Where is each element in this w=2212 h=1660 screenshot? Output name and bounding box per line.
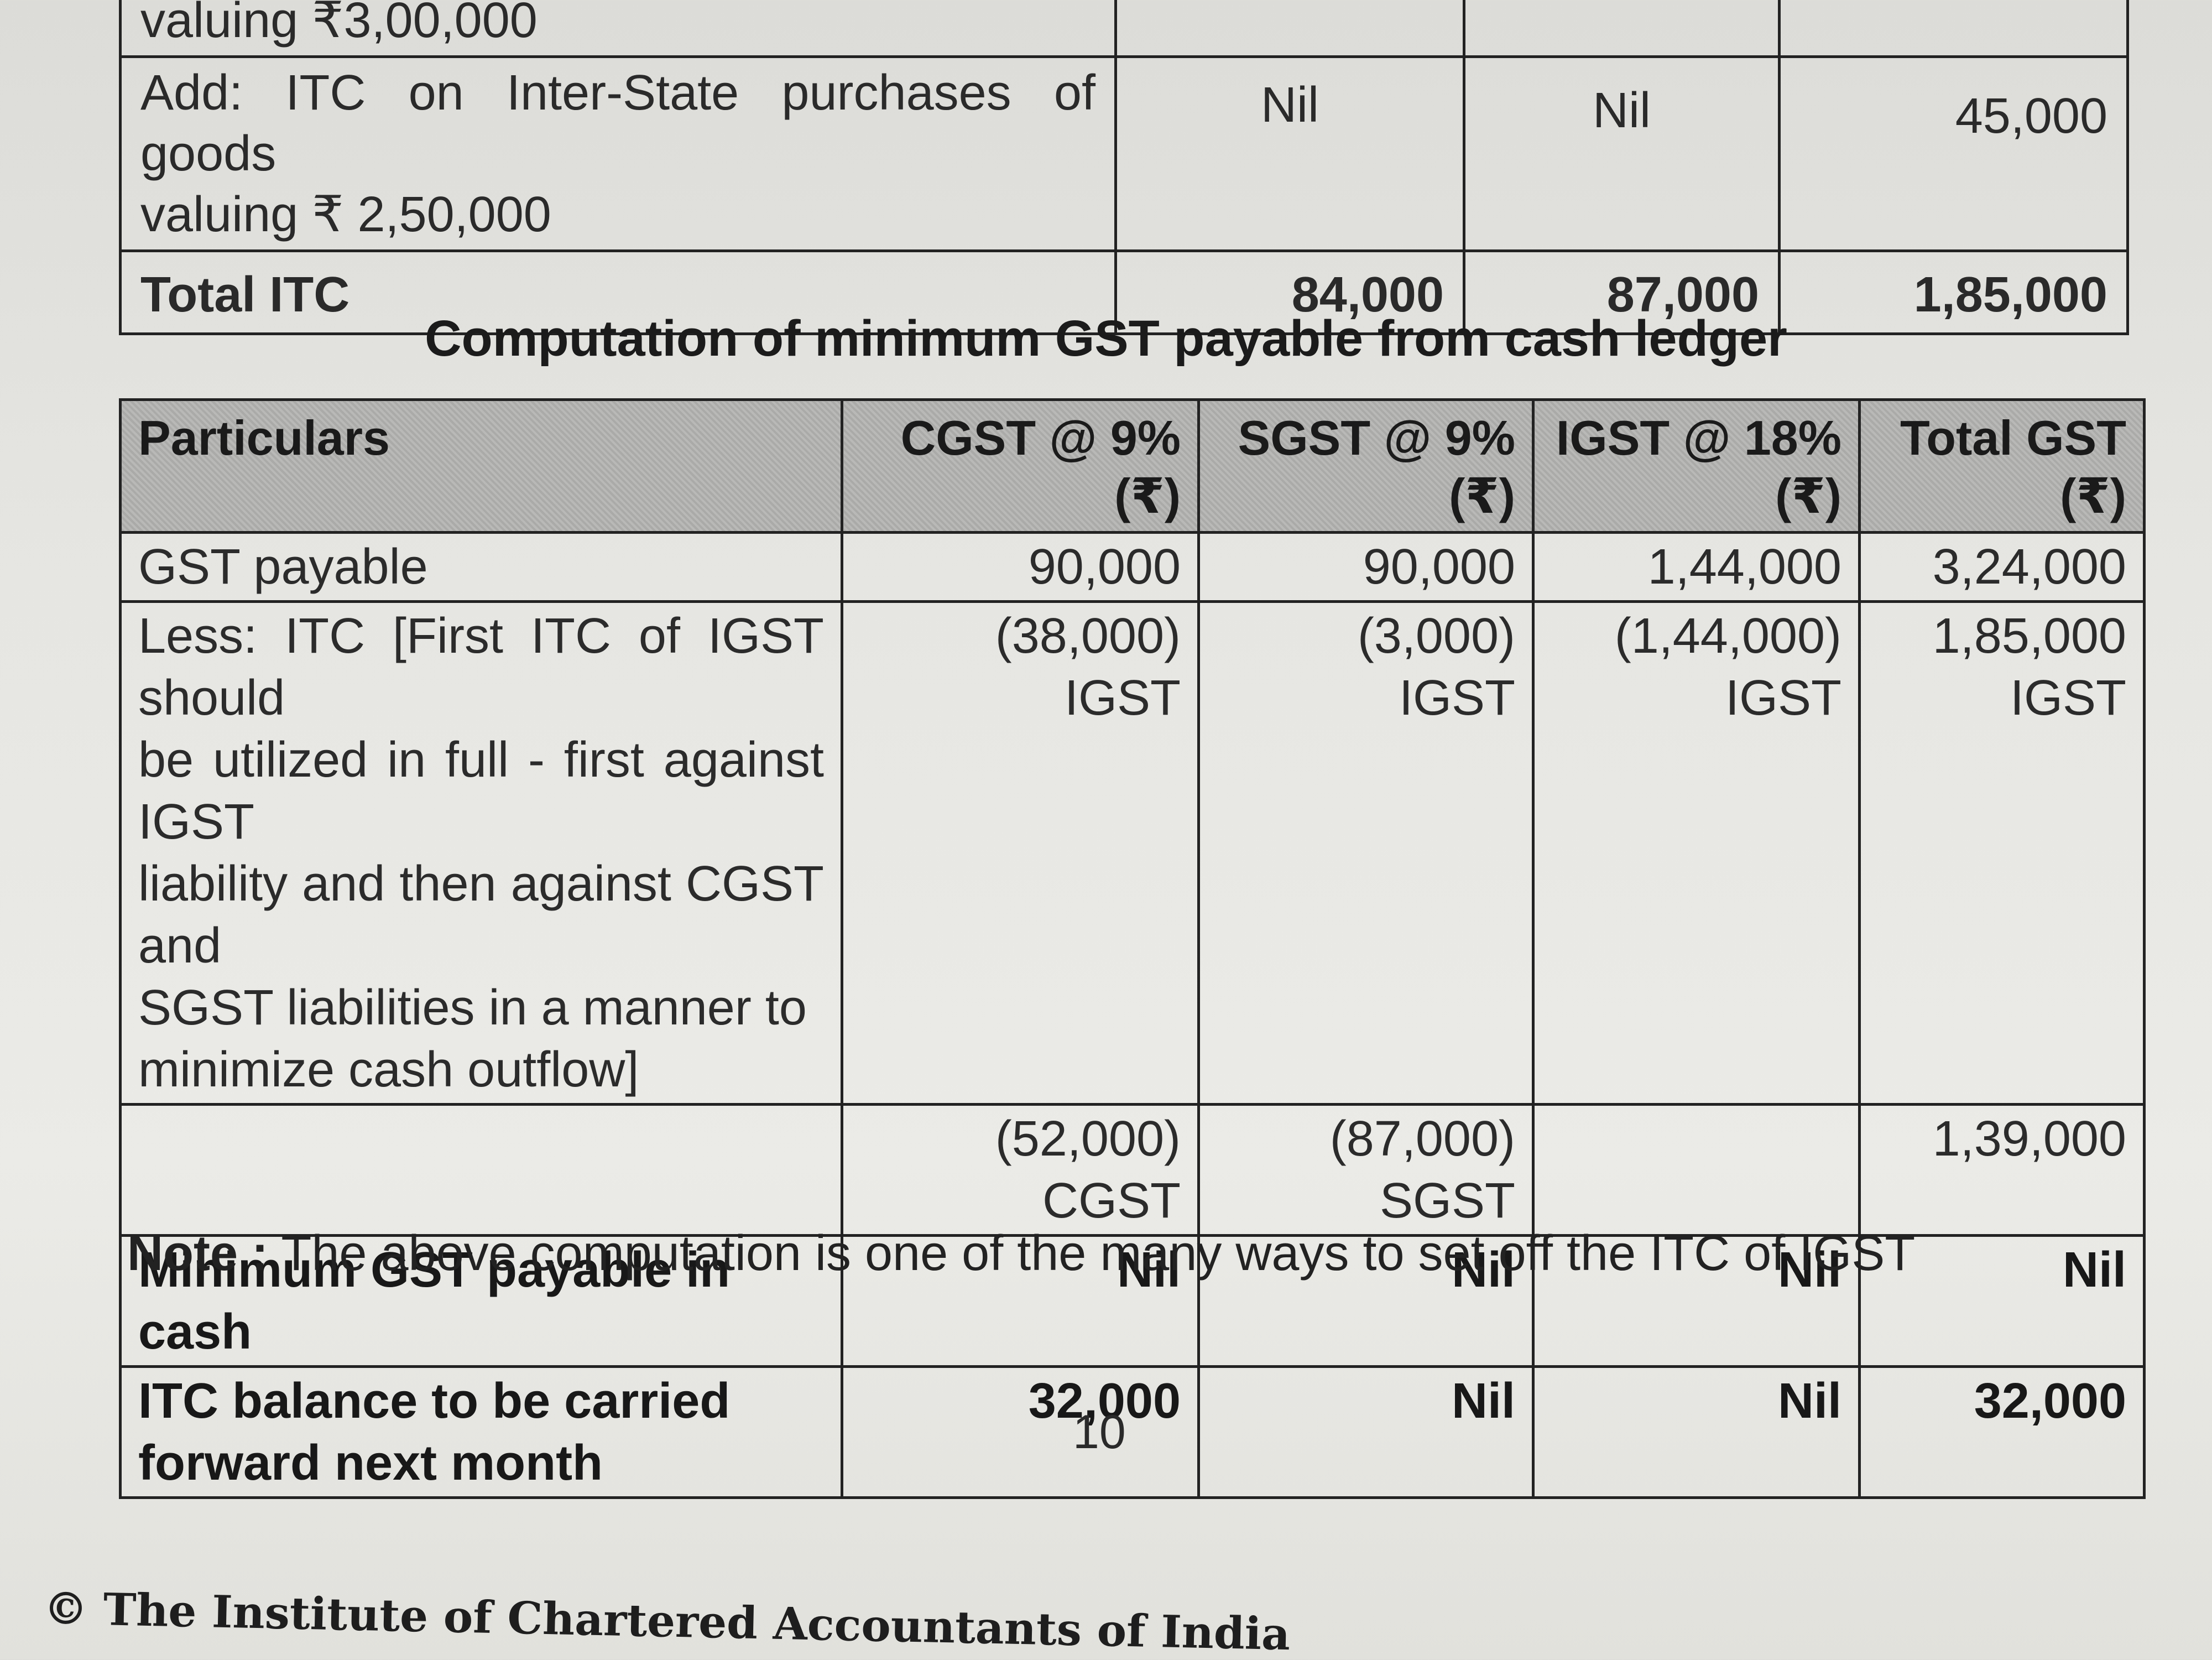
- minimum-cash-label: Minimum GST payable in cash: [119, 1234, 843, 1368]
- carry-forward-label: ITC balance to be carried forward next m…: [119, 1365, 843, 1499]
- setoff-label: [119, 1103, 843, 1237]
- itc-table: valuing ₹3,00,000 Add: ITC on Inter-Stat…: [119, 0, 2129, 335]
- itc-igst-cell: [1778, 0, 2129, 58]
- copyright-footer: © The Institute of Chartered Accountants…: [43, 1582, 1291, 1660]
- less-itc-cgst: (38,000) IGST: [841, 600, 1200, 1106]
- carry-forward-total: 32,000: [1858, 1365, 2146, 1499]
- carry-forward-row: ITC balance to be carried forward next m…: [119, 1365, 2146, 1499]
- carry-forward-igst: Nil: [1532, 1365, 1861, 1499]
- itc-total-row: Total ITC 84,000 87,000 1,85,000: [119, 249, 2129, 335]
- header-particulars: Particulars: [119, 398, 843, 534]
- carry-forward-sgst: Nil: [1197, 1365, 1535, 1499]
- itc-total-sgst: 87,000: [1463, 249, 1781, 335]
- gst-payable-label: GST payable: [119, 531, 843, 603]
- itc-igst-cell: 45,000: [1778, 55, 2129, 252]
- itc-sgst-cell: [1463, 0, 1781, 58]
- itc-sgst-cell: Nil: [1463, 55, 1781, 252]
- itc-row-label: valuing ₹3,00,000: [119, 0, 1117, 58]
- note-text: The above computation is one of the many…: [281, 1226, 1916, 1281]
- itc-row-interstate: Add: ITC on Inter-State purchases of goo…: [119, 55, 2129, 252]
- gst-computation-table: Particulars CGST @ 9% (₹) SGST @ 9% (₹) …: [119, 398, 2146, 1499]
- less-itc-label: Less: ITC [First ITC of IGST should be u…: [119, 600, 843, 1106]
- less-itc-total: 1,85,000 IGST: [1858, 600, 2146, 1106]
- minimum-cash-total: Nil: [1858, 1234, 2146, 1368]
- gst-payable-total: 3,24,000: [1858, 531, 2146, 603]
- setoff-total: 1,39,000: [1858, 1103, 2146, 1237]
- gst-payable-cgst: 90,000: [841, 531, 1200, 603]
- setoff-igst: [1532, 1103, 1861, 1237]
- minimum-cash-cgst: Nil: [841, 1234, 1200, 1368]
- gst-header-row: Particulars CGST @ 9% (₹) SGST @ 9% (₹) …: [119, 398, 2146, 534]
- page-number: 10: [1073, 1406, 1126, 1459]
- header-sgst: SGST @ 9% (₹): [1197, 398, 1535, 534]
- header-total: Total GST (₹): [1858, 398, 2146, 534]
- itc-total-label: Total ITC: [119, 249, 1117, 335]
- header-cgst: CGST @ 9% (₹): [841, 398, 1200, 534]
- minimum-cash-row: Minimum GST payable in cash Nil Nil Nil …: [119, 1234, 2146, 1368]
- carry-forward-cgst: 32,000: [841, 1365, 1200, 1499]
- setoff-sgst: (87,000) SGST: [1197, 1103, 1535, 1237]
- setoff-cgst: (52,000) CGST: [841, 1103, 1200, 1237]
- gst-payable-row: GST payable 90,000 90,000 1,44,000 3,24,…: [119, 531, 2146, 603]
- note-label: Note :: [127, 1226, 268, 1281]
- itc-row-label: Add: ITC on Inter-State purchases of goo…: [119, 55, 1117, 252]
- setoff-row: (52,000) CGST (87,000) SGST 1,39,000: [119, 1103, 2146, 1237]
- gst-payable-sgst: 90,000: [1197, 531, 1535, 603]
- minimum-cash-igst: Nil: [1532, 1234, 1861, 1368]
- less-itc-row: Less: ITC [First ITC of IGST should be u…: [119, 600, 2146, 1106]
- itc-cgst-cell: Nil: [1114, 55, 1465, 252]
- itc-total-igst: 1,85,000: [1778, 249, 2129, 335]
- minimum-cash-sgst: Nil: [1197, 1234, 1535, 1368]
- itc-cgst-cell: [1114, 0, 1465, 58]
- header-igst: IGST @ 18% (₹): [1532, 398, 1861, 534]
- less-itc-igst: (1,44,000) IGST: [1532, 600, 1861, 1106]
- computation-note: Note : The above computation is one of t…: [127, 1225, 1915, 1282]
- gst-payable-igst: 1,44,000: [1532, 531, 1861, 603]
- itc-total-cgst: 84,000: [1114, 249, 1465, 335]
- section-title: Computation of minimum GST payable from …: [425, 310, 1787, 367]
- itc-row-previous: valuing ₹3,00,000: [119, 0, 2129, 58]
- less-itc-sgst: (3,000) IGST: [1197, 600, 1535, 1106]
